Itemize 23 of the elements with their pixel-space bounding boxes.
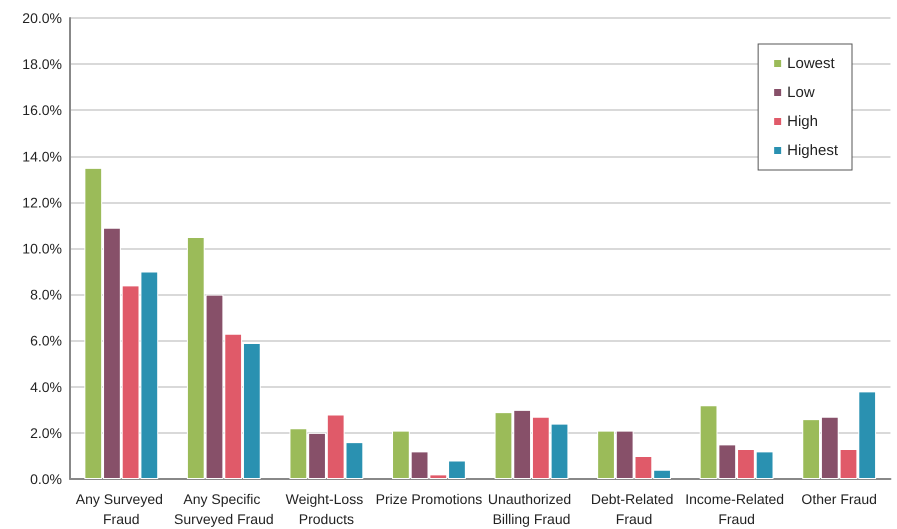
y-tick-label: 8.0% xyxy=(30,286,62,303)
legend-label: Low xyxy=(787,84,815,101)
y-tick-label: 12.0% xyxy=(22,194,62,210)
y-tick-label: 2.0% xyxy=(30,424,62,441)
x-tick-label: Any Specific Surveyed Fraud xyxy=(174,491,274,527)
x-tick-label: Prize Promotions xyxy=(376,491,482,507)
x-tick-label: Any Surveyed Fraud xyxy=(76,491,167,527)
legend-label: Lowest xyxy=(787,55,836,72)
x-tick-label: Other Fraud xyxy=(801,491,877,507)
y-tick-label: 18.0% xyxy=(22,56,62,72)
legend-label: High xyxy=(787,113,818,130)
x-tick-label: Debt-Related Fraud xyxy=(590,491,678,527)
y-tick-label: 14.0% xyxy=(22,148,62,164)
x-tick-label: Income-Related Fraud xyxy=(685,491,788,527)
x-tick-label: Unauthorized Billing Fraud xyxy=(488,491,576,527)
legend-label: Highest xyxy=(787,142,839,159)
y-tick-label: 20.0% xyxy=(22,10,62,26)
y-tick-label: 16.0% xyxy=(22,102,62,118)
y-tick-label: 4.0% xyxy=(30,378,62,395)
x-tick-label: Weight-Loss Products xyxy=(286,491,368,527)
y-tick-label: 6.0% xyxy=(30,332,62,349)
y-tick-label: 10.0% xyxy=(22,240,62,256)
y-tick-label: 0.0% xyxy=(30,471,62,487)
